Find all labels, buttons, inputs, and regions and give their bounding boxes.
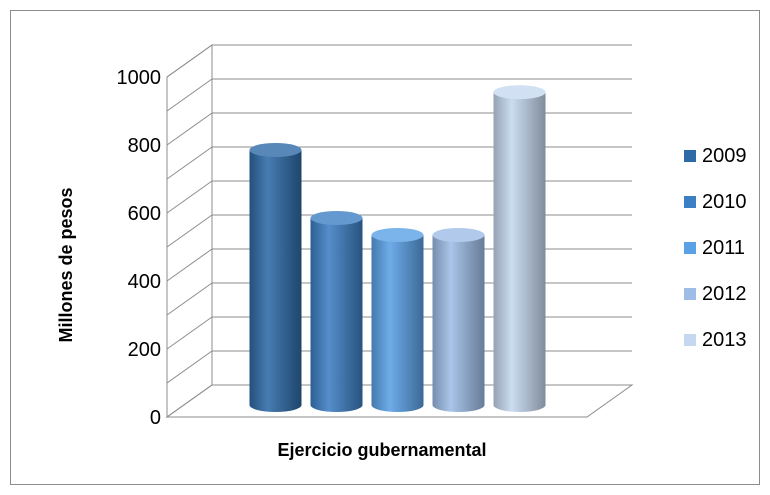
bar-top: [432, 228, 485, 242]
legend-label: 2009: [702, 145, 747, 167]
legend-label: 2013: [702, 329, 747, 351]
legend-swatch: [684, 196, 696, 208]
bar-top: [371, 228, 424, 242]
gridline-side: [166, 78, 213, 112]
y-tick-label: 0: [150, 407, 161, 429]
y-tick-label: 1000: [117, 67, 162, 89]
gridline-side: [166, 180, 213, 214]
legend-item: 2011: [684, 237, 745, 259]
y-tick-label: 400: [128, 271, 161, 293]
legend: 2009 2010 2011 2012 2013: [684, 145, 747, 351]
legend-item: 2010: [684, 191, 747, 213]
bar-top: [249, 143, 302, 157]
bar-body: [310, 218, 363, 413]
y-tick-label: 800: [128, 135, 161, 157]
gridline-side: [166, 316, 213, 350]
legend-swatch: [684, 242, 696, 254]
bar-2009: [249, 143, 302, 413]
legend-label: 2011: [702, 237, 745, 259]
gridline-side: [166, 112, 213, 146]
bar-body: [493, 92, 546, 413]
bar-2013: [493, 85, 546, 413]
y-tick-label: 600: [128, 203, 161, 225]
legend-label: 2010: [702, 191, 747, 213]
legend-swatch: [684, 334, 696, 346]
legend-item: 2009: [684, 145, 747, 167]
bar-2012: [432, 228, 485, 413]
y-axis-title: Millones de pesos: [56, 187, 76, 342]
y-axis-ticks: 0 200 400 600 800 1000: [117, 67, 162, 429]
bar-top: [310, 211, 363, 225]
bar-2011: [371, 228, 424, 413]
gridline-side: [166, 146, 213, 180]
bar-2010: [310, 211, 363, 413]
bars: [249, 85, 546, 413]
gridline-side: [166, 44, 213, 78]
y-tick-label: 200: [128, 339, 161, 361]
legend-item: 2013: [684, 329, 747, 351]
x-axis-title: Ejercicio gubernamental: [277, 440, 486, 460]
gridline-side: [166, 248, 213, 282]
legend-item: 2012: [684, 283, 747, 305]
gridline-side: [166, 282, 213, 316]
legend-swatch: [684, 288, 696, 300]
legend-label: 2012: [702, 283, 747, 305]
legend-swatch: [684, 150, 696, 162]
bar-top: [493, 85, 546, 100]
bar-body: [432, 235, 485, 413]
gridline-side: [166, 214, 213, 248]
bar-body: [371, 235, 424, 413]
gridline-side: [166, 350, 213, 384]
bar-body: [249, 150, 302, 413]
gridline-side: [166, 384, 213, 418]
